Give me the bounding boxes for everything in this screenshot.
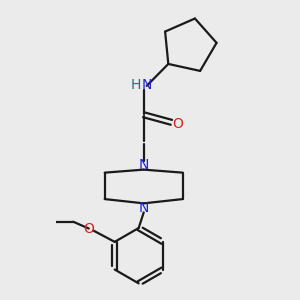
Text: H: H (131, 78, 141, 92)
Text: N: N (142, 78, 152, 92)
Text: N: N (139, 201, 149, 215)
Text: N: N (139, 158, 149, 172)
Text: O: O (172, 117, 183, 130)
Text: O: O (83, 221, 94, 236)
